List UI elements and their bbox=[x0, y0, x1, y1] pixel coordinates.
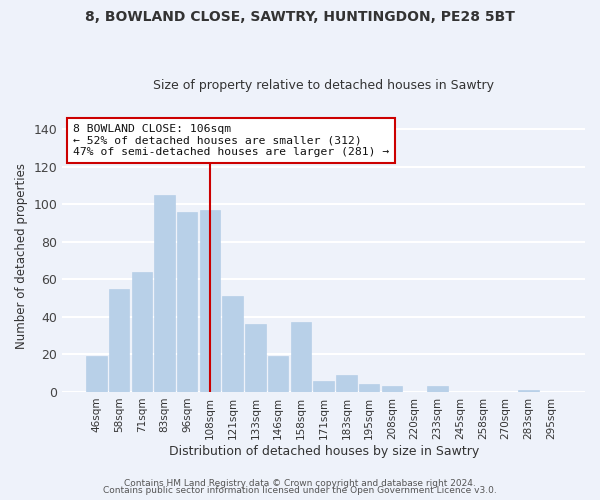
Text: 8, BOWLAND CLOSE, SAWTRY, HUNTINGDON, PE28 5BT: 8, BOWLAND CLOSE, SAWTRY, HUNTINGDON, PE… bbox=[85, 10, 515, 24]
Bar bbox=[109, 288, 129, 392]
Bar bbox=[313, 380, 334, 392]
Y-axis label: Number of detached properties: Number of detached properties bbox=[15, 163, 28, 349]
Title: Size of property relative to detached houses in Sawtry: Size of property relative to detached ho… bbox=[153, 79, 494, 92]
Bar bbox=[268, 356, 289, 392]
Bar bbox=[359, 384, 379, 392]
Bar bbox=[290, 322, 311, 392]
Bar bbox=[427, 386, 448, 392]
Bar bbox=[336, 375, 356, 392]
Text: Contains HM Land Registry data © Crown copyright and database right 2024.: Contains HM Land Registry data © Crown c… bbox=[124, 478, 476, 488]
Bar bbox=[245, 324, 266, 392]
Bar bbox=[518, 390, 539, 392]
Bar bbox=[223, 296, 243, 392]
Text: Contains public sector information licensed under the Open Government Licence v3: Contains public sector information licen… bbox=[103, 486, 497, 495]
Bar bbox=[177, 212, 197, 392]
Bar bbox=[131, 272, 152, 392]
Bar bbox=[200, 210, 220, 392]
Bar bbox=[154, 194, 175, 392]
Text: 8 BOWLAND CLOSE: 106sqm
← 52% of detached houses are smaller (312)
47% of semi-d: 8 BOWLAND CLOSE: 106sqm ← 52% of detache… bbox=[73, 124, 389, 157]
X-axis label: Distribution of detached houses by size in Sawtry: Distribution of detached houses by size … bbox=[169, 444, 479, 458]
Bar bbox=[382, 386, 402, 392]
Bar bbox=[86, 356, 107, 392]
